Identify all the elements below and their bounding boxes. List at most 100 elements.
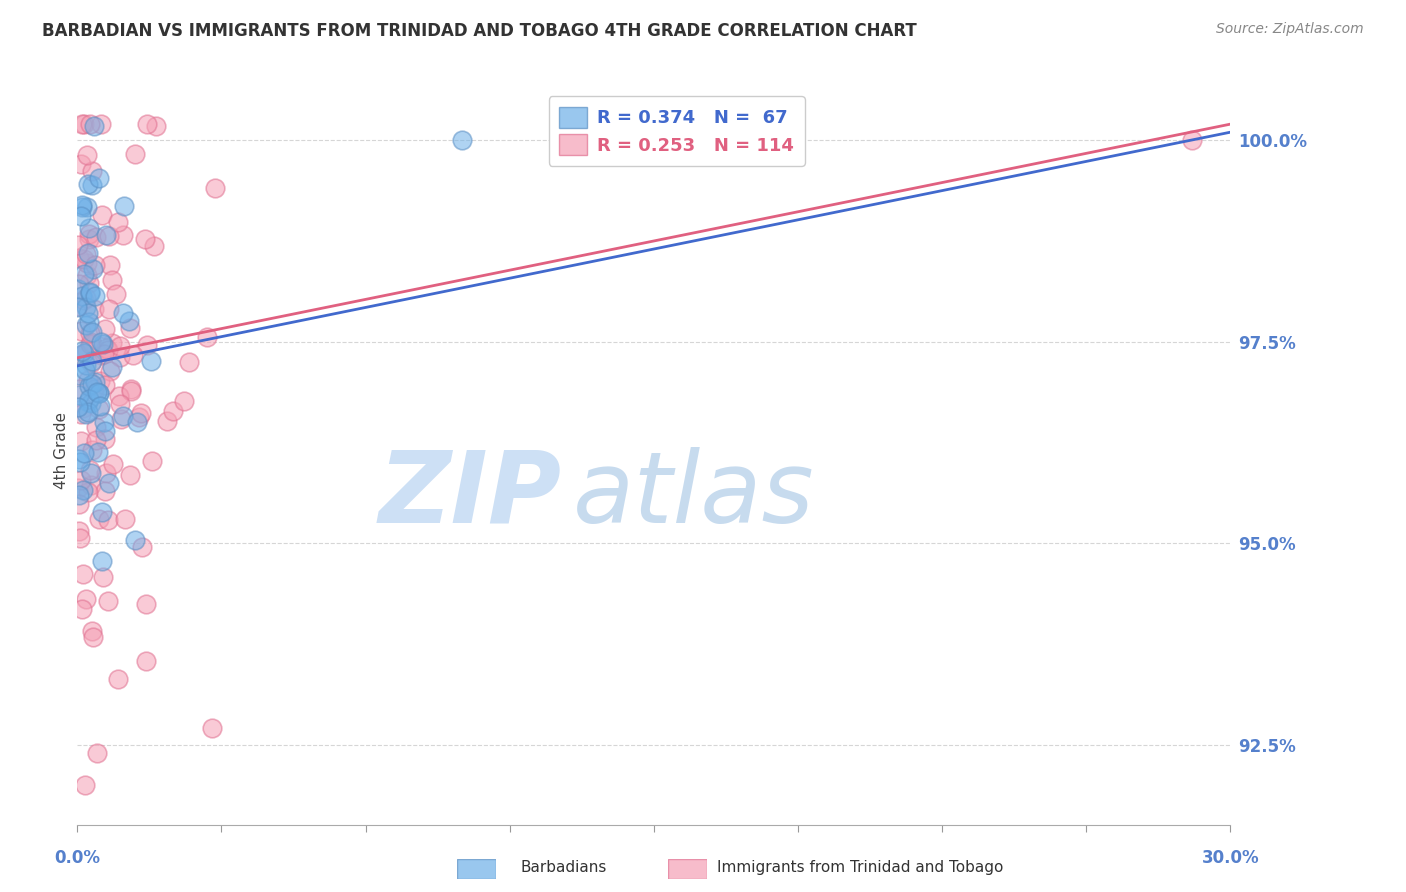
Point <box>75 407 97 421</box>
Text: ZIP: ZIP <box>378 447 561 544</box>
Point <box>195 330 218 344</box>
Point <box>82 262 104 277</box>
Point <box>72 401 94 415</box>
Point <box>201 722 224 736</box>
Point <box>77 379 100 393</box>
Point <box>97 594 120 608</box>
Point <box>135 597 157 611</box>
Point <box>94 484 117 499</box>
Point <box>67 368 90 383</box>
Point <box>70 198 93 212</box>
Point <box>67 481 90 495</box>
Point <box>97 513 120 527</box>
Point <box>127 415 149 429</box>
Point <box>89 375 111 389</box>
Point <box>70 407 93 421</box>
Point <box>96 466 118 480</box>
Point <box>118 313 141 327</box>
Point <box>79 463 101 477</box>
Point <box>77 395 100 409</box>
Point <box>67 451 90 466</box>
Point <box>143 238 166 252</box>
Point <box>97 476 120 491</box>
Point <box>124 147 146 161</box>
Point <box>107 672 129 686</box>
Point <box>93 415 115 429</box>
Point <box>87 512 110 526</box>
Point <box>77 227 100 242</box>
Point <box>118 321 141 335</box>
Text: Immigrants from Trinidad and Tobago: Immigrants from Trinidad and Tobago <box>717 860 1004 874</box>
Point <box>72 483 94 497</box>
Point <box>101 359 124 374</box>
Point <box>75 318 97 332</box>
Point <box>72 344 94 359</box>
Point <box>69 455 91 469</box>
Point <box>77 277 100 291</box>
Point <box>98 258 121 272</box>
Point <box>128 410 150 425</box>
Point <box>80 353 103 368</box>
Point <box>111 228 134 243</box>
Point <box>121 382 143 396</box>
Point <box>79 220 101 235</box>
Point <box>162 404 184 418</box>
Point <box>84 433 107 447</box>
Point <box>73 346 96 360</box>
Point <box>72 267 94 281</box>
Point <box>108 351 131 365</box>
Point <box>100 272 122 286</box>
Point <box>80 624 103 639</box>
Point <box>69 348 91 362</box>
Text: atlas: atlas <box>574 447 814 544</box>
Point <box>135 117 157 131</box>
Point <box>173 394 195 409</box>
Point <box>80 335 103 350</box>
Point <box>91 569 114 583</box>
Point <box>69 324 91 338</box>
Point <box>84 420 107 434</box>
Point <box>67 237 90 252</box>
Point <box>108 388 131 402</box>
Point <box>76 373 98 387</box>
Point <box>89 399 111 413</box>
Point <box>94 341 117 355</box>
Point <box>177 355 200 369</box>
Point <box>80 396 103 410</box>
Point <box>76 268 98 282</box>
Point <box>107 215 129 229</box>
Point <box>70 156 93 170</box>
Point <box>67 277 90 291</box>
Point <box>114 512 136 526</box>
Text: Barbadians: Barbadians <box>520 860 606 874</box>
Point <box>84 376 107 390</box>
Point <box>76 200 98 214</box>
Point <box>118 468 141 483</box>
Point <box>70 209 93 223</box>
Point <box>72 566 94 581</box>
Point <box>94 424 117 438</box>
Point <box>75 778 97 792</box>
Point <box>86 385 108 400</box>
Text: BARBADIAN VS IMMIGRANTS FROM TRINIDAD AND TOBAGO 4TH GRADE CORRELATION CHART: BARBADIAN VS IMMIGRANTS FROM TRINIDAD AN… <box>42 22 917 40</box>
Point <box>80 376 103 391</box>
Point <box>77 177 100 191</box>
Point <box>70 602 93 616</box>
Point <box>73 252 96 267</box>
Point <box>73 446 96 460</box>
Point <box>89 402 111 417</box>
Point <box>90 348 112 362</box>
Point <box>67 299 90 313</box>
Point <box>67 400 90 414</box>
Point <box>76 246 98 260</box>
Text: 0.0%: 0.0% <box>55 849 100 867</box>
Text: Source: ZipAtlas.com: Source: ZipAtlas.com <box>1216 22 1364 37</box>
Point <box>75 291 97 305</box>
Point <box>89 171 111 186</box>
Point <box>145 119 167 133</box>
Point <box>83 385 105 400</box>
Point <box>80 356 103 370</box>
Point <box>82 630 104 644</box>
Point <box>94 432 117 446</box>
Point <box>75 300 97 314</box>
